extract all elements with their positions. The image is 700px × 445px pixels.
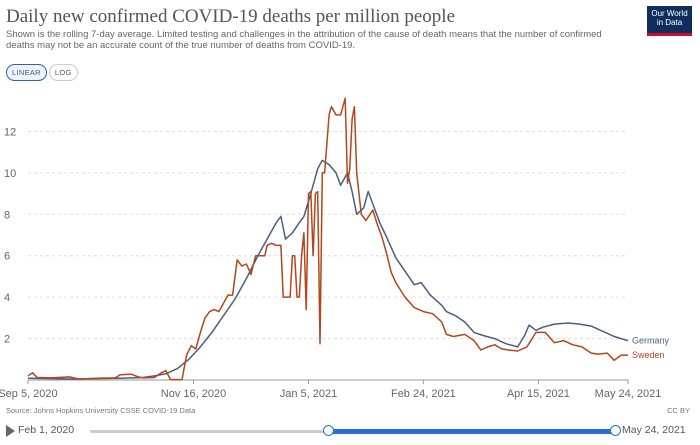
x-tick-label: Feb 24, 2021: [391, 388, 456, 400]
x-tick-label: Jan 5, 2021: [280, 388, 338, 400]
y-tick-label: 12: [4, 126, 16, 138]
y-tick-label: 2: [4, 334, 10, 346]
grid-lines: [28, 130, 628, 340]
x-tick-label: Apr 15, 2021: [507, 388, 570, 400]
x-tick-label: Nov 16, 2020: [161, 388, 226, 400]
chart-title: Daily new confirmed COVID-19 deaths per …: [6, 6, 456, 27]
series-labels: Germany Sweden: [632, 336, 670, 361]
x-tick-label: Sep 5, 2020: [0, 388, 58, 400]
timeline-selected-range: [328, 429, 615, 434]
series-label-sweden: Sweden: [632, 350, 665, 360]
log-scale-button[interactable]: LOG: [48, 64, 78, 81]
x-tick-label: May 24, 2021: [595, 388, 662, 400]
timeline-start-label: Feb 1, 2020: [18, 424, 75, 436]
y-tick-label: 4: [4, 292, 10, 304]
play-icon[interactable]: [6, 425, 15, 437]
owid-logo[interactable]: Our World in Data: [647, 6, 692, 36]
x-axis: Sep 5, 2020 Nov 16, 2020 Jan 5, 2021 Feb 24…: [0, 379, 662, 400]
y-tick-label: 8: [4, 209, 10, 221]
scale-toggle: LINEAR LOG: [6, 64, 78, 81]
y-tick-label: 10: [4, 168, 16, 180]
series-line-sweden: [27, 97, 628, 381]
timeline-end-label: May 24, 2021: [622, 424, 686, 436]
line-chart: 2 4 6 8 10 12 Sep 5, 2020 Nov 16, 2020 Jan 5, 2…: [0, 97, 670, 400]
logo-line-1: Our World: [651, 9, 688, 18]
timeline-end-handle[interactable]: [610, 425, 621, 436]
license-note[interactable]: CC BY: [667, 406, 690, 415]
linear-scale-button[interactable]: LINEAR: [6, 64, 47, 81]
logo-line-2: in Data: [656, 18, 683, 27]
series-label-germany: Germany: [632, 336, 670, 346]
series-lines: [27, 97, 629, 381]
source-note[interactable]: Source: Johns Hopkins University CSSE CO…: [6, 406, 196, 415]
chart-subtitle: Shown is the rolling 7-day average. Limi…: [6, 29, 602, 51]
series-line-germany: [27, 159, 629, 380]
timeline-slider: Feb 1, 2020 May 24, 2021: [0, 421, 700, 441]
y-tick-label: 6: [4, 251, 10, 263]
timeline-start-handle[interactable]: [323, 425, 334, 436]
y-axis-ticks: 2 4 6 8 10 12: [4, 126, 16, 345]
